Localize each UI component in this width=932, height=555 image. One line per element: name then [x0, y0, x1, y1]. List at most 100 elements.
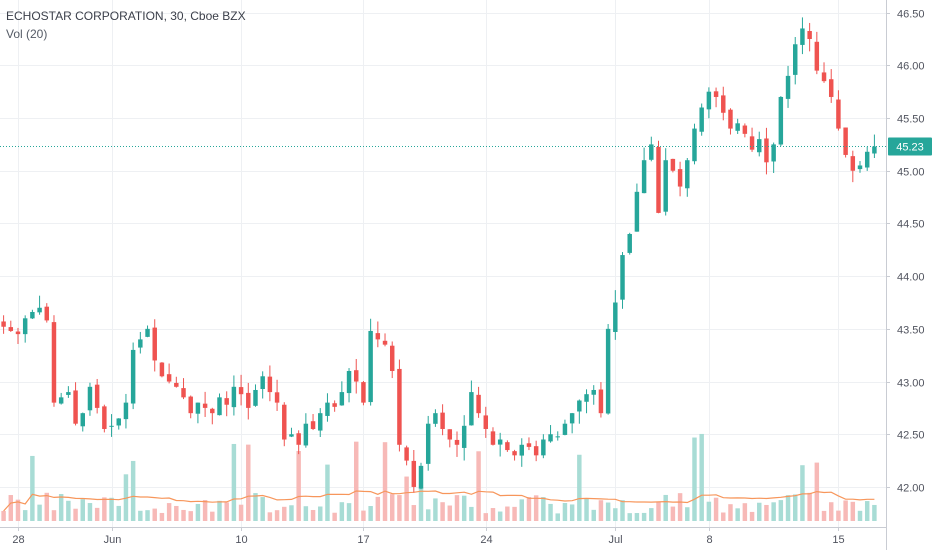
candle: [246, 382, 251, 420]
candle-body: [80, 413, 85, 427]
candle: [533, 440, 539, 462]
volume-bar: [454, 495, 460, 521]
candle-body: [217, 397, 222, 416]
volume-bar: [605, 502, 611, 521]
volume-bar: [368, 506, 373, 521]
candle: [814, 31, 820, 75]
candle-body: [613, 302, 618, 332]
candle-body: [469, 392, 474, 426]
candle-body: [670, 158, 676, 171]
volume-bar: [217, 500, 222, 521]
candle-body: [66, 392, 71, 395]
candle-body: [123, 402, 129, 420]
candle-body: [411, 460, 417, 487]
candle-body: [778, 96, 784, 145]
volume-bar: [850, 501, 856, 521]
time-axis-tick-label: 24: [480, 534, 492, 546]
candle-body: [116, 418, 121, 426]
time-axis[interactable]: 28 Jun 10 17 24 Jul 8 15: [12, 527, 845, 546]
volume-bar: [728, 504, 733, 521]
candle-body: [764, 138, 769, 163]
candle-body: [130, 349, 136, 404]
volume-bar: [22, 510, 28, 521]
candle: [152, 319, 157, 372]
candle-body: [246, 392, 251, 408]
volume-bar: [274, 510, 280, 521]
candle-body: [634, 191, 640, 232]
price-axis-tick-label: 46.00: [897, 61, 925, 73]
candle: [490, 427, 496, 446]
candle: [303, 413, 309, 448]
candle: [793, 36, 798, 85]
candle: [94, 378, 100, 414]
volume-bar: [591, 509, 596, 521]
volume-bar: [224, 502, 229, 521]
candle: [425, 415, 431, 471]
candle: [210, 407, 215, 425]
volume-bar: [375, 496, 381, 521]
candle-body: [656, 146, 661, 213]
candle: [613, 290, 618, 340]
volume-bar: [677, 493, 683, 521]
candle-body: [73, 390, 78, 424]
candle-body: [22, 318, 28, 335]
volume-bar: [246, 444, 251, 521]
candle-body: [51, 322, 57, 403]
candle: [44, 303, 50, 323]
candle-body: [793, 44, 798, 75]
volume-bar: [641, 512, 647, 521]
candle-body: [864, 151, 870, 168]
volume-bar: [735, 508, 740, 521]
candle-body: [749, 136, 755, 150]
candle-body: [389, 345, 395, 372]
candle-body: [821, 72, 827, 82]
candle-body: [109, 425, 114, 427]
candle-body: [87, 386, 93, 411]
candle-body: [145, 328, 150, 337]
candle: [692, 123, 697, 165]
candle: [102, 404, 107, 433]
volume-indicator-label[interactable]: Vol (20): [6, 27, 48, 41]
candle: [670, 158, 676, 173]
candle: [497, 432, 503, 457]
volume-bar: [663, 494, 668, 521]
candle: [677, 161, 683, 197]
volume-bar: [231, 443, 237, 521]
volume-bar: [447, 505, 453, 521]
price-axis[interactable]: 42.00 42.50 43.00 43.50 44.00 44.50 45.00 45.50…: [886, 9, 925, 495]
volume-bar: [325, 464, 330, 521]
grid: [0, 0, 886, 527]
price-axis-tick-label: 43.00: [897, 378, 925, 390]
volume-bar: [497, 511, 503, 521]
candle-body: [836, 99, 841, 129]
candle: [728, 108, 733, 135]
volume-bar: [569, 504, 575, 521]
candle: [634, 183, 640, 232]
candle: [296, 430, 301, 455]
volume-bar: [771, 502, 776, 521]
volume-bar: [793, 494, 798, 521]
volume-bar: [354, 441, 359, 521]
volume-bar: [411, 505, 417, 521]
volume-bar: [757, 502, 762, 521]
volume-bar: [195, 503, 201, 521]
volume-bar: [692, 437, 697, 521]
volume-bar: [807, 492, 812, 521]
candle-body: [677, 169, 683, 187]
volume-bar: [721, 512, 726, 521]
candle-body: [857, 165, 863, 170]
volume-bar: [562, 503, 568, 521]
candle-body: [627, 233, 632, 253]
candle: [836, 90, 841, 131]
candle: [584, 389, 589, 414]
volume-bar: [627, 513, 632, 521]
candle: [80, 412, 85, 432]
volume-bar: [202, 500, 208, 521]
symbol-title[interactable]: ECHOSTAR CORPORATION, 30, Cboe BZX: [6, 9, 246, 23]
candle: [685, 157, 690, 197]
volume-bar: [778, 500, 784, 521]
volume-bar: [656, 501, 661, 521]
candle: [843, 127, 848, 158]
